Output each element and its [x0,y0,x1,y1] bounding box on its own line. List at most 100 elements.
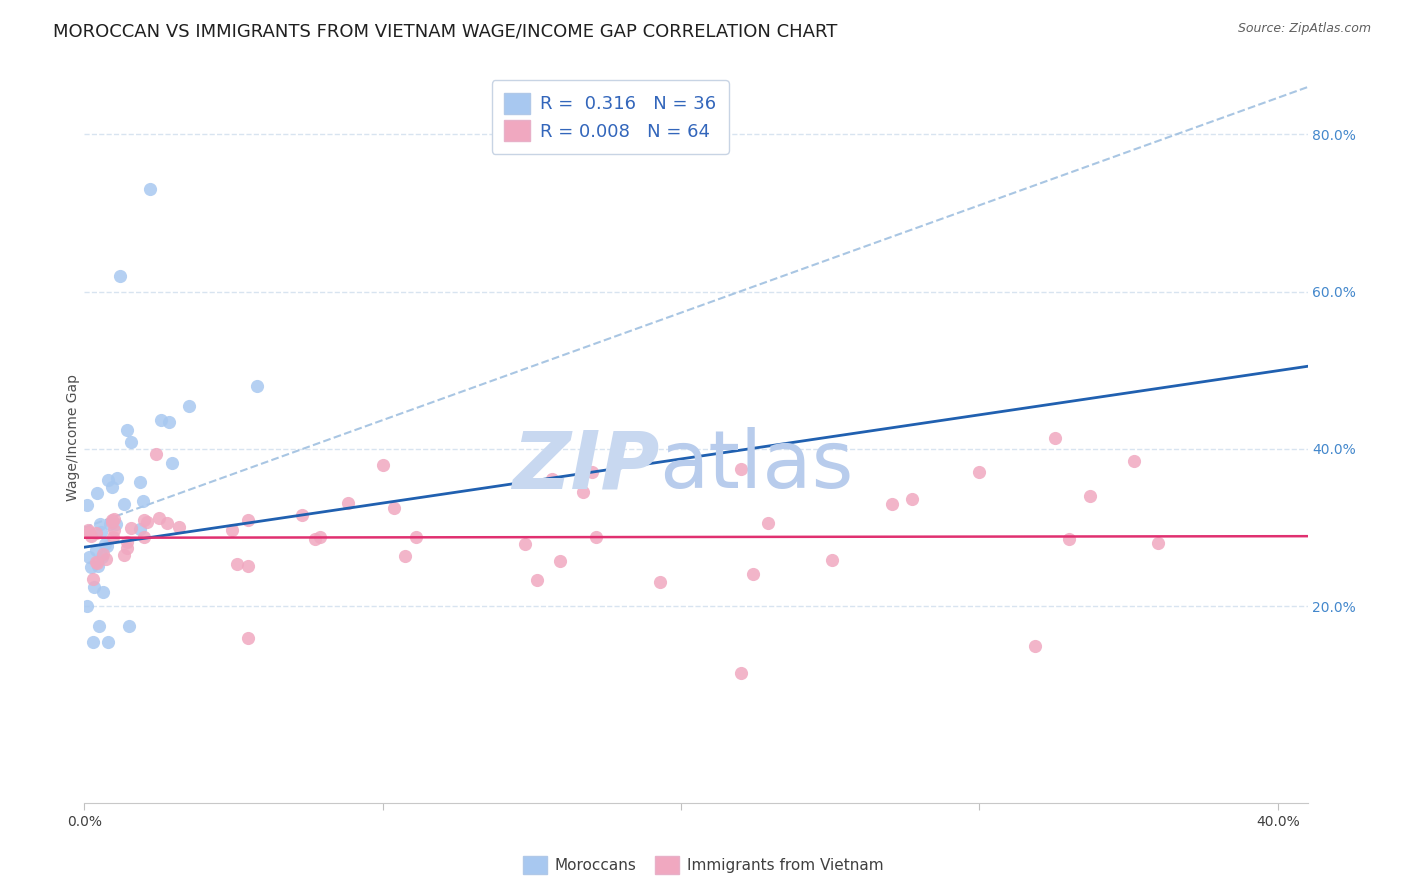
Point [291,508,314,522]
Text: MOROCCAN VS IMMIGRANTS FROM VIETNAM WAGE/INCOME GAP CORRELATION CHART: MOROCCAN VS IMMIGRANTS FROM VIETNAM WAGE… [53,22,838,40]
Point [405,530,427,544]
Point [94,551,117,566]
Point [115,423,138,437]
Point [108,268,131,283]
Point [80,560,103,574]
Point [96,539,118,553]
Point [526,573,548,587]
Text: ZIP: ZIP [512,427,659,506]
Point [89,619,111,633]
Point [128,522,150,536]
Point [304,533,326,547]
Point [221,524,243,538]
Point [382,500,405,515]
Point [98,516,121,531]
Text: atlas: atlas [659,427,853,506]
Point [901,492,924,507]
Point [150,413,173,427]
Point [89,516,111,531]
Point [730,461,752,475]
Point [1045,431,1067,445]
Point [1122,454,1144,468]
Point [91,549,114,564]
Point [236,513,259,527]
Point [94,537,117,551]
Point [100,480,122,494]
Point [87,558,110,573]
Point [730,666,752,681]
Point [756,516,779,530]
Point [132,493,155,508]
Point [1147,536,1170,550]
Point [82,573,104,587]
Y-axis label: Wage/Income Gap: Wage/Income Gap [66,374,80,500]
Point [156,516,179,530]
Point [741,566,763,581]
Point [115,535,138,549]
Legend: R =  0.316   N = 36, R = 0.008   N = 64: R = 0.316 N = 36, R = 0.008 N = 64 [492,80,730,153]
Point [103,523,125,537]
Point [371,458,394,472]
Point [118,619,141,633]
Point [91,547,114,561]
Point [104,517,127,532]
Point [77,523,100,537]
Point [132,530,155,544]
Point [120,434,142,449]
Point [226,558,249,572]
Point [309,530,332,544]
Point [585,530,607,544]
Point [86,486,108,500]
Point [135,515,157,529]
Point [550,553,572,567]
Point [76,498,98,512]
Point [1024,639,1046,653]
Point [581,466,603,480]
Point [139,182,162,196]
Point [129,475,152,489]
Point [96,474,118,488]
Point [648,575,671,590]
Point [82,634,104,648]
Point [77,549,100,564]
Point [162,456,184,470]
Point [84,542,107,557]
Point [83,580,105,594]
Point [112,548,135,562]
Point [132,513,155,527]
Point [541,472,564,486]
Point [148,510,170,524]
Point [90,525,112,540]
Point [394,549,416,563]
Point [246,379,269,393]
Point [79,529,101,543]
Point [86,556,108,570]
Point [84,555,107,569]
Point [159,415,181,429]
Point [101,530,124,544]
Point [238,631,260,645]
Point [1057,533,1080,547]
Point [77,525,100,540]
Point [336,495,359,509]
Point [84,526,107,541]
Text: Source: ZipAtlas.com: Source: ZipAtlas.com [1237,22,1371,36]
Point [177,399,200,413]
Point [101,513,124,527]
Point [91,585,114,599]
Point [101,515,124,529]
Legend: Moroccans, Immigrants from Vietnam: Moroccans, Immigrants from Vietnam [516,850,890,880]
Point [112,497,135,511]
Point [76,599,98,614]
Point [115,541,138,555]
Point [882,497,904,511]
Point [236,558,259,573]
Point [969,466,991,480]
Point [821,553,844,567]
Point [1078,489,1101,503]
Point [145,447,167,461]
Point [103,512,125,526]
Point [97,634,120,648]
Point [105,471,128,485]
Point [572,484,595,499]
